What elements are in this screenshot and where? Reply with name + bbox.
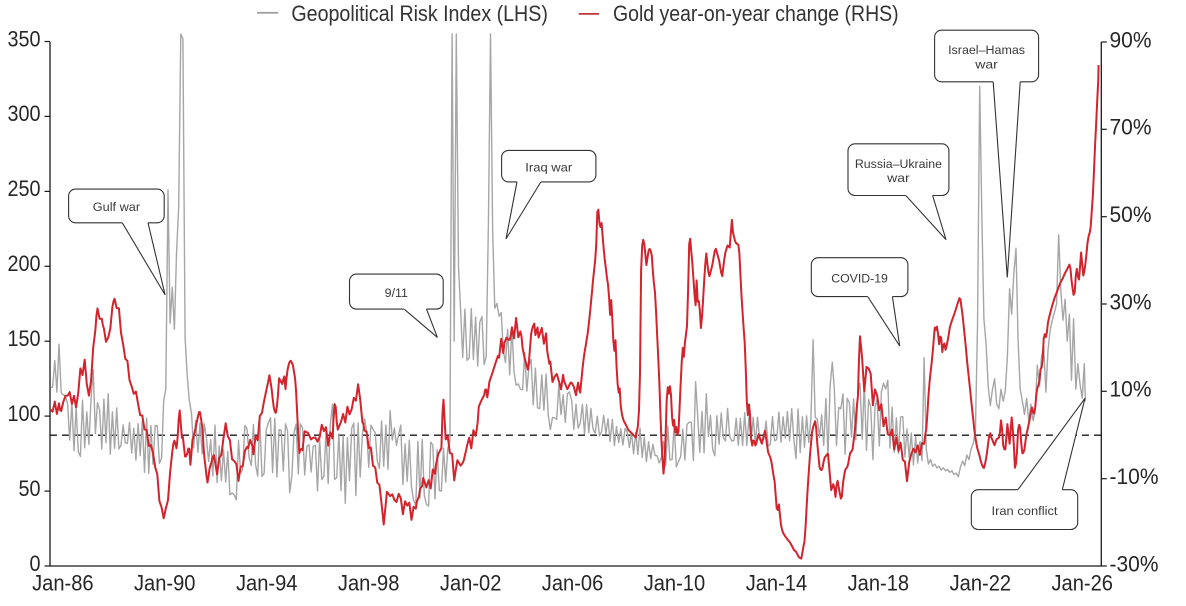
svg-text:Gulf war: Gulf war: [93, 200, 140, 214]
svg-text:90%: 90%: [1110, 27, 1152, 52]
svg-text:150: 150: [8, 326, 41, 351]
svg-text:50%: 50%: [1110, 202, 1152, 227]
svg-text:war: war: [886, 171, 910, 185]
svg-text:Jan-86: Jan-86: [32, 571, 94, 596]
svg-text:30%: 30%: [1110, 289, 1152, 314]
svg-text:100: 100: [8, 401, 41, 426]
svg-text:350: 350: [8, 26, 41, 51]
svg-text:200: 200: [8, 251, 41, 276]
svg-text:Jan-10: Jan-10: [644, 571, 706, 596]
svg-text:50: 50: [19, 476, 41, 501]
svg-text:250: 250: [8, 176, 41, 201]
svg-text:0: 0: [30, 551, 41, 576]
svg-text:10%: 10%: [1110, 377, 1152, 402]
svg-text:Geopolitical Risk Index (LHS): Geopolitical Risk Index (LHS): [291, 1, 548, 26]
svg-text:70%: 70%: [1110, 115, 1152, 140]
svg-text:war: war: [974, 57, 998, 71]
svg-text:Iran conflict: Iran conflict: [992, 504, 1059, 518]
svg-text:Jan-14: Jan-14: [746, 571, 808, 596]
svg-text:Russia–Ukraine: Russia–Ukraine: [855, 157, 942, 171]
svg-text:-30%: -30%: [1110, 551, 1159, 576]
svg-text:Israel–Hamas: Israel–Hamas: [948, 43, 1025, 57]
svg-text:Jan-02: Jan-02: [440, 571, 502, 596]
svg-text:COVID-19: COVID-19: [831, 271, 888, 285]
svg-text:9/11: 9/11: [385, 286, 408, 300]
svg-text:Jan-98: Jan-98: [338, 571, 400, 596]
svg-text:Gold year-on-year change (RHS): Gold year-on-year change (RHS): [613, 1, 899, 26]
svg-text:300: 300: [8, 101, 41, 126]
svg-text:Iraq war: Iraq war: [525, 160, 572, 174]
svg-text:Jan-26: Jan-26: [1052, 571, 1114, 596]
svg-text:Jan-18: Jan-18: [848, 571, 910, 596]
svg-text:Jan-90: Jan-90: [134, 571, 196, 596]
svg-text:Jan-22: Jan-22: [950, 571, 1012, 596]
svg-text:Jan-06: Jan-06: [542, 571, 604, 596]
svg-text:-10%: -10%: [1110, 464, 1159, 489]
svg-text:Jan-94: Jan-94: [236, 571, 298, 596]
